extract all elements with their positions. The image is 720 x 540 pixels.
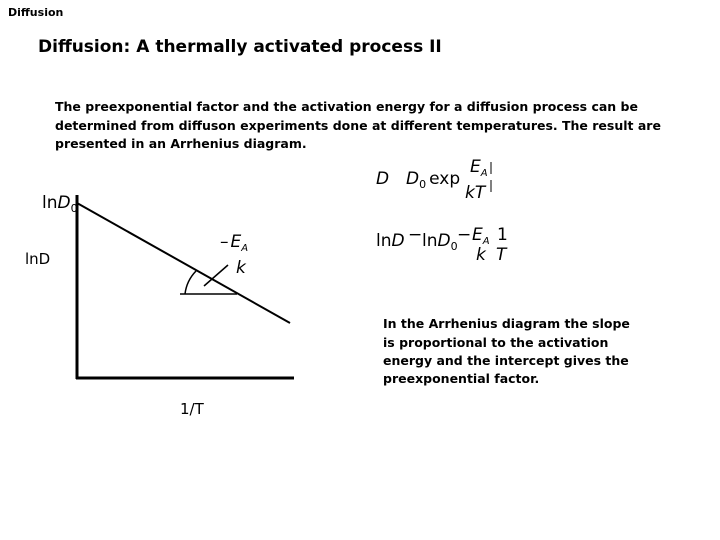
ln: ln [376,231,392,251]
symbol: E [470,157,481,177]
symbol: D [392,231,405,251]
symbol: E [472,225,483,245]
slope-arc [184,270,197,295]
header: Diffusion [8,6,63,19]
function: exp [429,169,460,189]
operator: − [457,225,471,245]
y-label: lnD [25,250,50,268]
slope-label: – EA [220,232,248,254]
intro-line: The preexponential factor and the activa… [55,99,638,114]
intro-line: presented in an Arrhenius diagram. [55,136,307,151]
term-2: lnD0 [422,231,458,253]
denominator: k [476,245,487,265]
caption-line: energy and the intercept gives the [383,353,629,368]
subscript: 0 [71,202,78,215]
equation-2: lnD − lnD0 − EA k 1 T [376,225,508,265]
intro-line: determined from diffuson experiments don… [55,118,661,133]
subscript: 0 [451,240,458,253]
ln: ln [42,193,58,213]
title: Diffusion: A thermally activated process… [38,37,442,57]
arrhenius-line [76,202,291,324]
numerator: EA [472,225,490,247]
subscript: A [480,168,488,179]
term-1: lnD [376,231,405,251]
numerator: EA [470,157,488,179]
operator: − [408,225,422,245]
symbol: D [406,169,419,189]
ln: ln [422,231,438,251]
caption-line: preexponential factor. [383,371,539,386]
caption: In the Arrhenius diagram the slope is pr… [383,316,630,386]
subscript: A [482,236,490,247]
intro: The preexponential factor and the activa… [55,99,661,151]
caption-line: is proportional to the activation [383,335,608,350]
slope-denominator: k [236,258,247,278]
rhs: D0 exp [406,169,460,191]
subscript: 0 [419,178,426,191]
arrhenius-diagram: lnD0 lnD 1/T – EA k [25,193,294,418]
symbol: D [438,231,451,251]
equation-1: D D0 exp EA kT [376,157,492,203]
sign: – [220,232,229,252]
intercept-label: lnD0 [42,193,78,215]
caption-line: In the Arrhenius diagram the slope [383,316,630,331]
lhs: D [376,169,389,189]
denominator: T [496,245,508,265]
symbol: E [231,232,242,252]
symbol: D [58,193,71,213]
numerator: 1 [497,225,508,245]
x-label: 1/T [180,400,205,418]
subscript: A [240,243,248,254]
pointer [203,264,229,287]
denominator: kT [465,183,487,203]
